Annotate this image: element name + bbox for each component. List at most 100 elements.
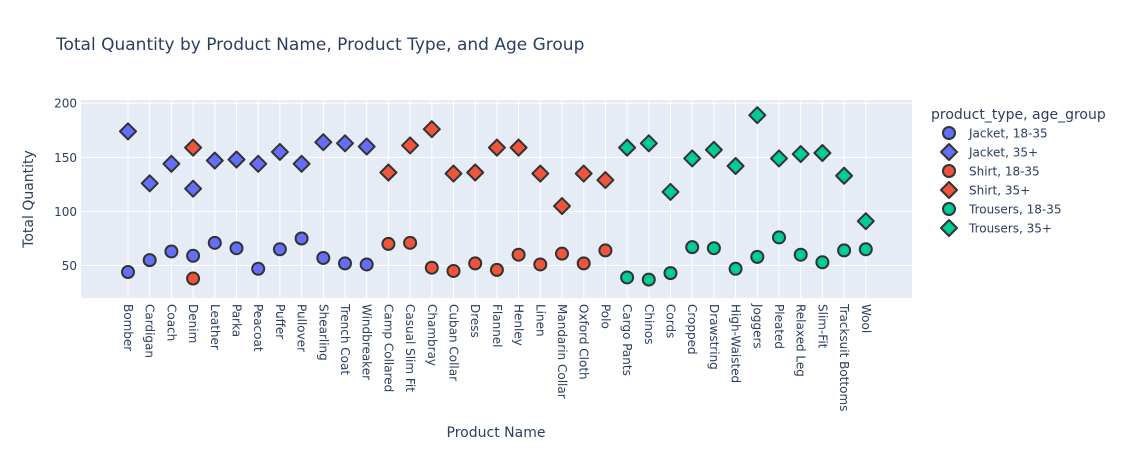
x-tick-label: Peacoat — [251, 304, 265, 352]
data-point[interactable] — [403, 235, 418, 250]
data-point[interactable] — [704, 140, 723, 159]
data-point[interactable] — [596, 171, 615, 190]
data-point[interactable] — [338, 256, 352, 271]
legend-item[interactable]: Trousers, 18-35 — [942, 202, 1062, 217]
data-point[interactable] — [487, 138, 506, 157]
data-point[interactable] — [164, 244, 179, 259]
y-tick-label: 50 — [62, 259, 77, 273]
data-point[interactable] — [726, 157, 745, 175]
legend[interactable]: product_type, age_group Jacket, 18-35Jac… — [931, 107, 1106, 237]
data-point[interactable] — [509, 138, 528, 157]
data-point[interactable] — [446, 263, 461, 278]
data-markers[interactable] — [119, 106, 875, 287]
data-point[interactable] — [748, 106, 767, 125]
data-point[interactable] — [270, 142, 289, 161]
data-point[interactable] — [227, 150, 246, 169]
data-point[interactable] — [598, 243, 613, 258]
legend-item[interactable]: Trousers, 35+ — [940, 219, 1052, 237]
x-tick-label: Drawstring — [707, 304, 721, 370]
data-point[interactable] — [576, 256, 591, 271]
data-point[interactable] — [685, 240, 700, 255]
data-point[interactable] — [468, 256, 483, 271]
legend-label: Trousers, 18-35 — [968, 203, 1062, 217]
data-point[interactable] — [620, 270, 635, 285]
data-point[interactable] — [424, 260, 439, 275]
data-point[interactable] — [251, 261, 266, 276]
legend-marker[interactable] — [940, 181, 958, 199]
x-tick-label: Leather — [208, 304, 222, 350]
legend-marker[interactable] — [940, 219, 958, 237]
data-point[interactable] — [184, 179, 203, 198]
data-point[interactable] — [142, 253, 157, 268]
data-point[interactable] — [858, 242, 873, 257]
data-point[interactable] — [162, 154, 181, 173]
legend-item[interactable]: Jacket, 18-35 — [942, 126, 1048, 141]
data-point[interactable] — [706, 241, 721, 256]
data-point[interactable] — [728, 261, 743, 276]
data-point[interactable] — [316, 250, 331, 265]
data-point[interactable] — [272, 242, 287, 257]
data-point[interactable] — [618, 138, 637, 157]
data-point[interactable] — [533, 257, 548, 272]
legend-item[interactable]: Shirt, 35+ — [940, 181, 1030, 199]
data-point[interactable] — [837, 243, 852, 258]
data-point[interactable] — [813, 144, 832, 163]
x-tick-label: Dress — [468, 304, 482, 338]
data-point[interactable] — [229, 241, 244, 256]
data-point[interactable] — [639, 134, 658, 153]
data-point[interactable] — [401, 136, 420, 155]
data-point[interactable] — [140, 174, 159, 193]
data-point[interactable] — [379, 163, 398, 182]
x-tick-label: Polo — [598, 304, 612, 329]
data-point[interactable] — [489, 262, 504, 277]
data-point[interactable] — [121, 265, 135, 280]
data-point[interactable] — [336, 134, 354, 153]
legend-label: Jacket, 18-35 — [968, 127, 1048, 141]
y-tick-label: 100 — [54, 205, 77, 219]
chart-title: Total Quantity by Product Name, Product … — [55, 35, 584, 55]
legend-marker[interactable] — [942, 202, 956, 216]
data-point[interactable] — [249, 154, 268, 173]
data-point[interactable] — [793, 247, 808, 262]
data-point[interactable] — [683, 149, 702, 168]
data-point[interactable] — [444, 164, 463, 183]
legend-items[interactable]: Jacket, 18-35 Jacket, 35+ Shirt, 18-35 Shir… — [940, 126, 1062, 237]
legend-item[interactable]: Jacket, 35+ — [940, 143, 1038, 161]
data-point[interactable] — [815, 255, 830, 270]
data-point[interactable] — [772, 230, 786, 245]
data-point[interactable] — [856, 212, 875, 231]
data-point[interactable] — [184, 138, 203, 157]
legend-label: Shirt, 35+ — [969, 184, 1030, 198]
legend-marker[interactable] — [940, 143, 958, 161]
data-point[interactable] — [357, 137, 376, 156]
data-point[interactable] — [186, 248, 201, 263]
legend-marker[interactable] — [942, 126, 956, 140]
data-point[interactable] — [835, 166, 854, 185]
data-point[interactable] — [770, 149, 788, 168]
data-point[interactable] — [119, 122, 137, 141]
legend-marker[interactable] — [942, 164, 956, 178]
data-point[interactable] — [661, 182, 680, 201]
data-point[interactable] — [791, 145, 810, 164]
data-point[interactable] — [422, 120, 441, 139]
x-tick-label: Casual Slim Fit — [403, 304, 417, 392]
data-point[interactable] — [555, 246, 569, 261]
data-point[interactable] — [207, 235, 222, 250]
data-point[interactable] — [553, 197, 571, 216]
data-point[interactable] — [314, 133, 333, 152]
data-point[interactable] — [574, 164, 593, 183]
data-point[interactable] — [359, 257, 374, 272]
data-point[interactable] — [186, 271, 201, 286]
data-point[interactable] — [292, 154, 311, 173]
data-point[interactable] — [294, 231, 309, 246]
data-point[interactable] — [466, 163, 485, 182]
legend-item[interactable]: Shirt, 18-35 — [942, 164, 1040, 179]
data-point[interactable] — [511, 247, 526, 262]
data-point[interactable] — [531, 164, 550, 183]
data-point[interactable] — [381, 236, 396, 251]
data-point[interactable] — [205, 151, 224, 170]
data-point[interactable] — [750, 249, 765, 264]
data-point[interactable] — [641, 272, 656, 287]
data-point[interactable] — [663, 266, 678, 281]
